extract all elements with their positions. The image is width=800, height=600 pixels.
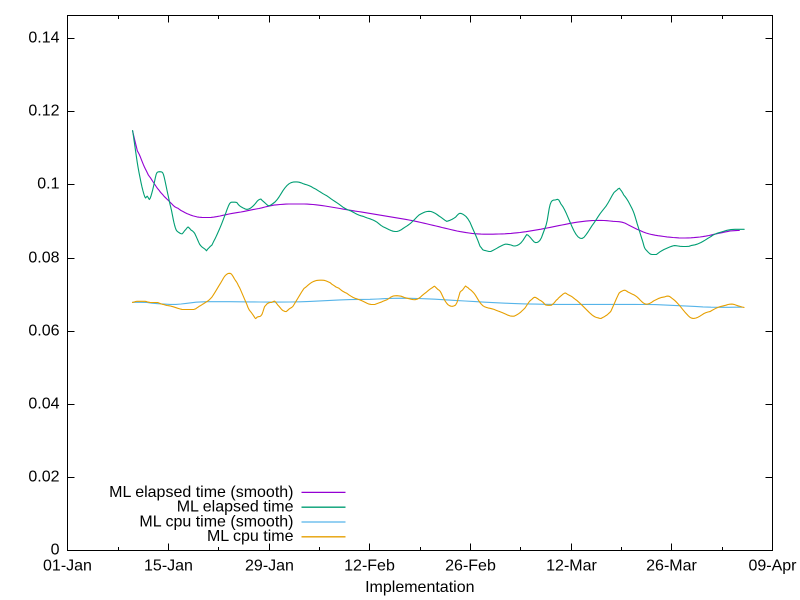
svg-text:12-Feb: 12-Feb bbox=[344, 558, 395, 575]
svg-text:0.02: 0.02 bbox=[28, 469, 59, 486]
svg-text:01-Jan: 01-Jan bbox=[43, 558, 92, 575]
svg-text:15-Jan: 15-Jan bbox=[144, 558, 193, 575]
svg-text:Implementation: Implementation bbox=[365, 579, 474, 596]
svg-text:ML elapsed time (smooth): ML elapsed time (smooth) bbox=[109, 484, 293, 501]
svg-text:0.04: 0.04 bbox=[28, 396, 59, 413]
svg-text:ML elapsed time: ML elapsed time bbox=[177, 499, 294, 516]
svg-text:0: 0 bbox=[51, 542, 60, 559]
svg-text:0.06: 0.06 bbox=[28, 323, 59, 340]
svg-text:12-Mar: 12-Mar bbox=[546, 558, 597, 575]
svg-text:0.1: 0.1 bbox=[37, 176, 59, 193]
svg-text:0.14: 0.14 bbox=[28, 30, 59, 47]
svg-text:09-Apr: 09-Apr bbox=[748, 558, 797, 575]
svg-text:ML cpu time: ML cpu time bbox=[207, 528, 294, 545]
svg-text:ML cpu time (smooth): ML cpu time (smooth) bbox=[139, 513, 293, 530]
svg-text:26-Feb: 26-Feb bbox=[445, 558, 496, 575]
svg-text:0.12: 0.12 bbox=[28, 103, 59, 120]
svg-text:0.08: 0.08 bbox=[28, 250, 59, 267]
svg-text:26-Mar: 26-Mar bbox=[646, 558, 697, 575]
svg-text:29-Jan: 29-Jan bbox=[245, 558, 294, 575]
